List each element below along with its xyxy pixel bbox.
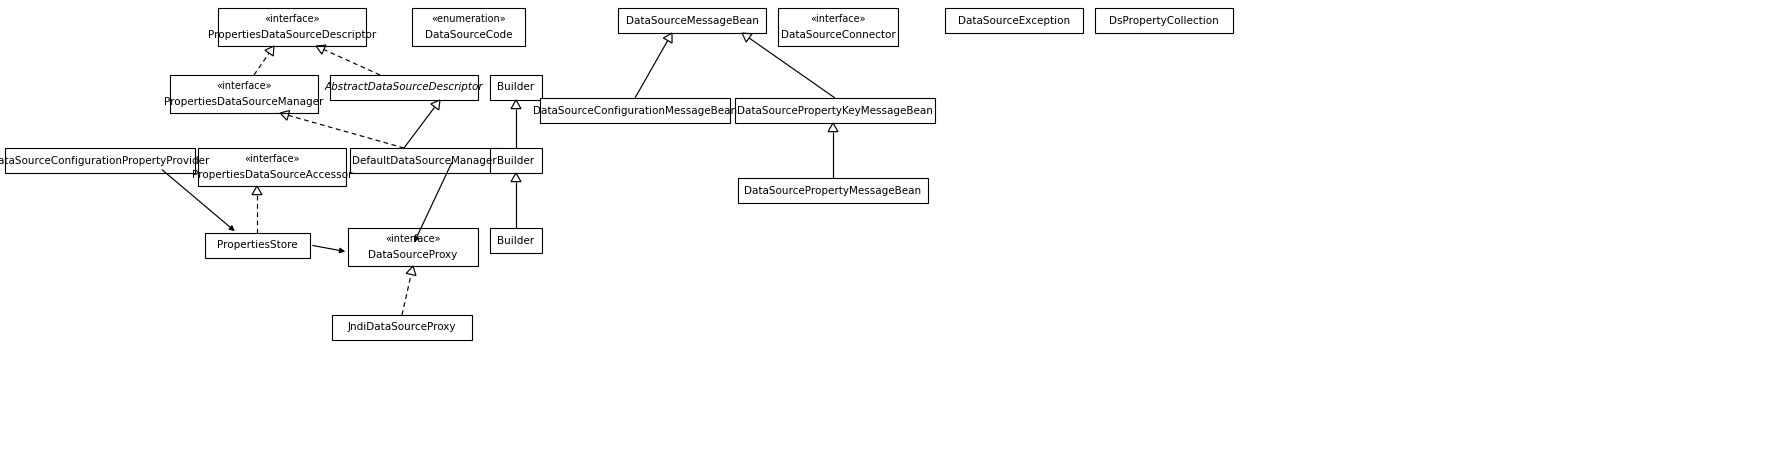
FancyBboxPatch shape xyxy=(5,148,195,173)
Text: DataSourceConfigurationPropertyProvider: DataSourceConfigurationPropertyProvider xyxy=(0,155,211,165)
FancyBboxPatch shape xyxy=(170,75,318,113)
Text: «interface»: «interface» xyxy=(810,14,865,24)
Text: DataSourceConnector: DataSourceConnector xyxy=(780,30,895,40)
Text: PropertiesDataSourceManager: PropertiesDataSourceManager xyxy=(165,97,324,107)
FancyBboxPatch shape xyxy=(198,148,347,186)
Text: Builder: Builder xyxy=(497,82,534,92)
Text: DataSourceCode: DataSourceCode xyxy=(425,30,513,40)
Text: «interface»: «interface» xyxy=(386,234,440,245)
Text: AbstractDataSourceDescriptor: AbstractDataSourceDescriptor xyxy=(325,82,483,92)
Text: DataSourceConfigurationMessageBean: DataSourceConfigurationMessageBean xyxy=(532,106,738,116)
Text: JndiDataSourceProxy: JndiDataSourceProxy xyxy=(348,323,456,333)
Text: PropertiesDataSourceAccessor: PropertiesDataSourceAccessor xyxy=(191,170,352,180)
FancyBboxPatch shape xyxy=(490,148,541,173)
Text: DataSourcePropertyKeyMessageBean: DataSourcePropertyKeyMessageBean xyxy=(738,106,932,116)
Text: PropertiesDataSourceDescriptor: PropertiesDataSourceDescriptor xyxy=(209,30,377,40)
FancyBboxPatch shape xyxy=(540,98,731,123)
Text: DataSourceException: DataSourceException xyxy=(959,15,1070,25)
Text: «enumeration»: «enumeration» xyxy=(432,14,506,24)
Text: «interface»: «interface» xyxy=(244,154,299,164)
Text: DataSourceProxy: DataSourceProxy xyxy=(368,251,458,260)
FancyBboxPatch shape xyxy=(738,178,929,203)
Text: «interface»: «interface» xyxy=(264,14,320,24)
Text: PropertiesStore: PropertiesStore xyxy=(218,241,297,251)
Text: DataSourcePropertyMessageBean: DataSourcePropertyMessageBean xyxy=(745,185,922,196)
Text: Builder: Builder xyxy=(497,155,534,165)
FancyBboxPatch shape xyxy=(350,148,499,173)
FancyBboxPatch shape xyxy=(617,8,766,33)
Text: DsPropertyCollection: DsPropertyCollection xyxy=(1109,15,1219,25)
FancyBboxPatch shape xyxy=(778,8,899,46)
Text: DataSourceMessageBean: DataSourceMessageBean xyxy=(626,15,759,25)
FancyBboxPatch shape xyxy=(205,233,310,258)
Text: DefaultDataSourceManager: DefaultDataSourceManager xyxy=(352,155,497,165)
FancyBboxPatch shape xyxy=(734,98,936,123)
FancyBboxPatch shape xyxy=(333,315,472,340)
FancyBboxPatch shape xyxy=(218,8,366,46)
FancyBboxPatch shape xyxy=(348,228,478,266)
FancyBboxPatch shape xyxy=(412,8,525,46)
FancyBboxPatch shape xyxy=(490,75,541,100)
Text: «interface»: «interface» xyxy=(216,82,272,92)
FancyBboxPatch shape xyxy=(331,75,478,100)
Text: Builder: Builder xyxy=(497,236,534,246)
FancyBboxPatch shape xyxy=(490,228,541,253)
FancyBboxPatch shape xyxy=(945,8,1083,33)
FancyBboxPatch shape xyxy=(1095,8,1233,33)
